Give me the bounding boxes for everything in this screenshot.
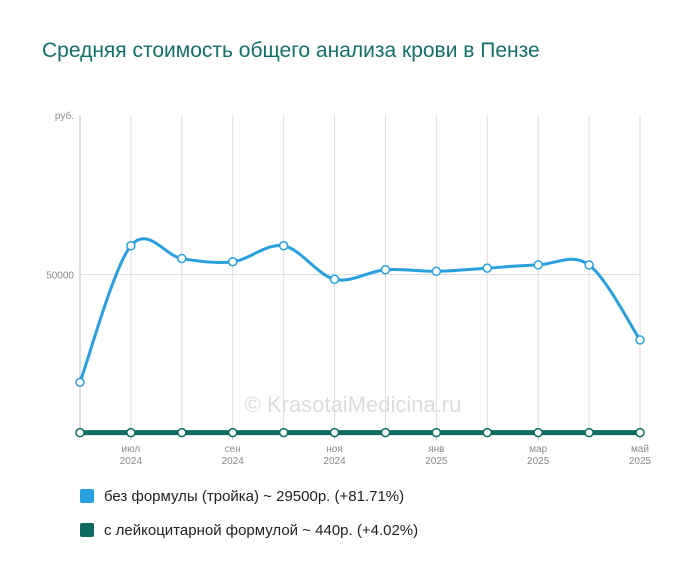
x-tick-label-year: 2025 — [629, 456, 652, 467]
data-point-leukocyte[interactable] — [75, 427, 85, 438]
legend-item-plain[interactable]: без формулы (тройка) ~ 29500р. (+81.71%) — [80, 486, 418, 506]
data-point-plain[interactable] — [75, 377, 85, 388]
data-point-plain[interactable] — [635, 335, 645, 345]
data-point-leukocyte[interactable] — [635, 427, 645, 438]
data-point-plain[interactable] — [380, 264, 391, 275]
data-point-leukocyte[interactable] — [380, 427, 391, 438]
data-point-plain[interactable] — [533, 260, 543, 270]
data-point-plain[interactable] — [126, 241, 136, 251]
x-tick-label-month: сен — [225, 444, 241, 455]
x-tick-label-year: 2024 — [323, 456, 346, 467]
data-point-leukocyte[interactable] — [227, 427, 238, 438]
x-tick-label-year: 2025 — [425, 456, 448, 467]
watermark-text: © KrasotaiMedicina.ru — [245, 392, 462, 417]
x-tick-label-month: мар — [529, 444, 547, 455]
x-tick-label-year: 2024 — [120, 456, 143, 467]
data-point-plain[interactable] — [227, 256, 238, 267]
y-axis-unit-label: руб. — [55, 110, 74, 122]
data-point-plain[interactable] — [431, 266, 442, 277]
x-tick-label-month: ноя — [326, 444, 343, 455]
data-point-leukocyte[interactable] — [177, 427, 187, 438]
x-tick-label-year: 2025 — [527, 456, 550, 467]
data-point-leukocyte[interactable] — [278, 427, 289, 438]
legend-label-leukocyte: с лейкоцитарной формулой ~ 440р. (+4.02%… — [104, 521, 419, 539]
chart-title: Средняя стоимость общего анализа крови в… — [42, 39, 540, 62]
x-tick-label-year: 2024 — [222, 456, 245, 467]
data-point-leukocyte[interactable] — [482, 427, 493, 438]
legend-label-plain: без формулы (тройка) ~ 29500р. (+81.71%) — [104, 487, 405, 505]
x-tick-label-month: июл — [122, 444, 141, 455]
data-point-plain[interactable] — [278, 241, 289, 251]
data-point-leukocyte[interactable] — [126, 427, 136, 438]
data-point-leukocyte[interactable] — [431, 427, 442, 438]
data-point-plain[interactable] — [482, 263, 493, 273]
data-point-leukocyte[interactable] — [533, 427, 543, 438]
x-tick-label-month: янв — [428, 444, 444, 455]
data-point-leukocyte[interactable] — [584, 427, 594, 438]
x-tick-label-month: май — [631, 444, 649, 455]
series-line-plain — [78, 237, 642, 384]
data-point-plain[interactable] — [329, 274, 340, 285]
legend: без формулы (тройка) ~ 29500р. (+81.71%)… — [80, 486, 418, 554]
legend-item-leukocyte[interactable]: с лейкоцитарной формулой ~ 440р. (+4.02%… — [80, 520, 418, 540]
data-point-plain[interactable] — [177, 253, 187, 264]
data-point-plain[interactable] — [584, 260, 594, 270]
y-tick-label: 50000 — [46, 271, 74, 282]
legend-swatch-leukocyte — [80, 523, 94, 537]
legend-swatch-plain — [80, 489, 94, 503]
data-point-leukocyte[interactable] — [329, 427, 340, 438]
